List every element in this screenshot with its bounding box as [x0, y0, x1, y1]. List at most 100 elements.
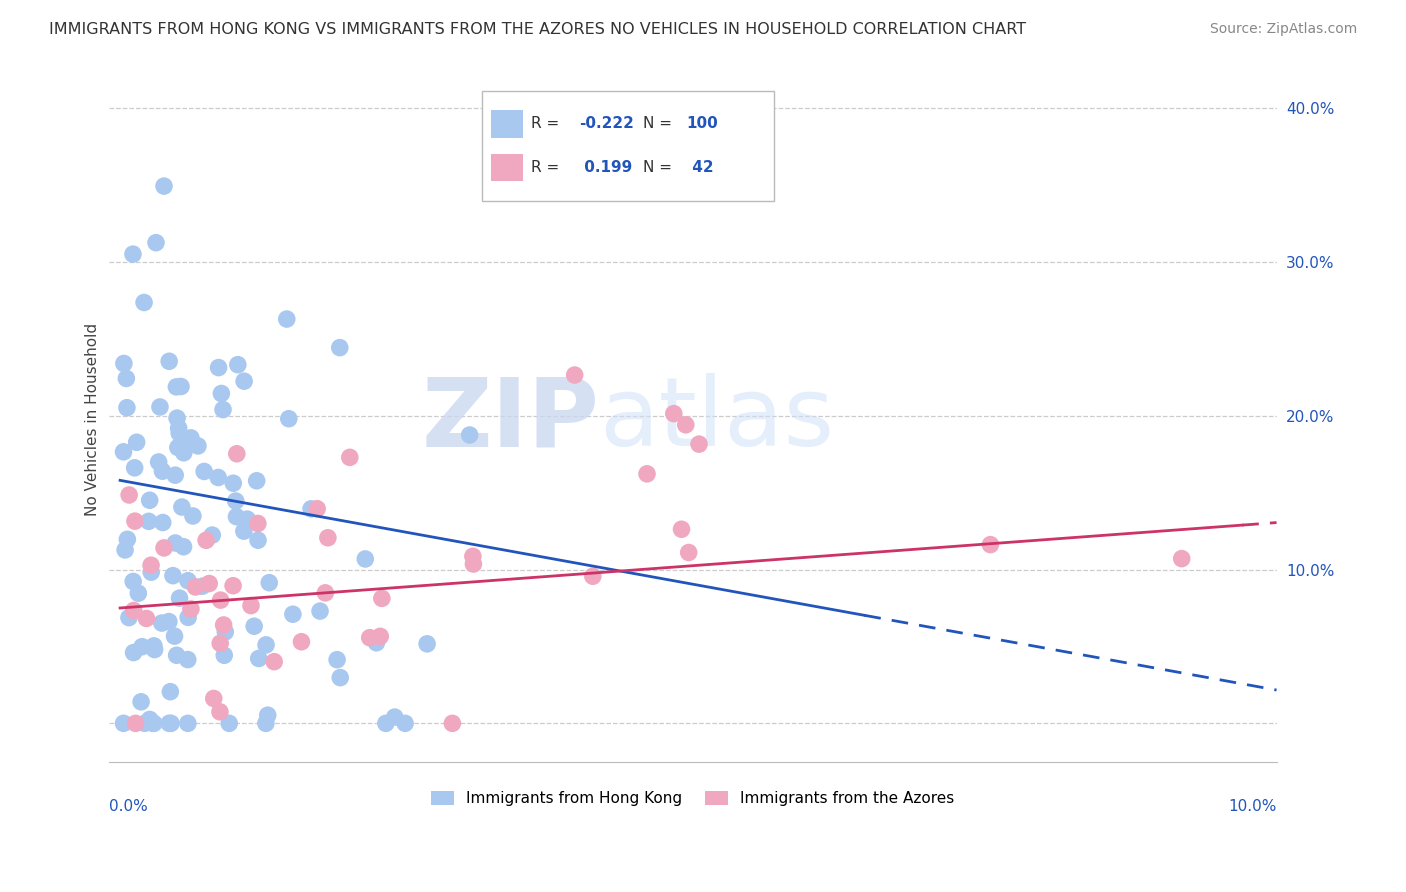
Point: [139, 558, 162, 573]
Point: [222, 579, 245, 593]
Point: [149, 400, 172, 414]
Point: [122, 603, 145, 617]
Point: [441, 716, 464, 731]
Point: [326, 653, 349, 667]
Point: [180, 602, 202, 616]
Point: [180, 431, 202, 445]
Point: [177, 610, 200, 624]
Point: [354, 552, 377, 566]
Point: [184, 580, 207, 594]
Point: [112, 356, 135, 370]
Point: [118, 488, 141, 502]
Point: [366, 636, 388, 650]
Point: [125, 435, 148, 450]
Y-axis label: No Vehicles in Household: No Vehicles in Household: [86, 323, 100, 516]
Point: [254, 716, 277, 731]
Point: [142, 639, 165, 653]
Point: [281, 607, 304, 622]
Point: [256, 708, 278, 723]
Point: [177, 574, 200, 588]
Point: [138, 713, 160, 727]
Point: [177, 716, 200, 731]
Point: [138, 493, 160, 508]
Point: [165, 536, 187, 550]
Point: [290, 634, 312, 648]
Point: [232, 524, 254, 538]
Point: [198, 576, 221, 591]
Point: [157, 354, 180, 368]
Point: [124, 460, 146, 475]
Point: [135, 611, 157, 625]
Point: [163, 629, 186, 643]
Point: [209, 386, 232, 401]
Point: [159, 684, 181, 698]
Point: [201, 528, 224, 542]
Point: [131, 640, 153, 654]
Point: [247, 533, 270, 548]
Point: [166, 648, 188, 663]
Point: [233, 374, 256, 388]
Point: [166, 441, 188, 455]
Point: [167, 426, 190, 441]
Point: [177, 652, 200, 666]
Text: 0.0%: 0.0%: [108, 799, 148, 814]
Point: [166, 411, 188, 425]
Point: [416, 637, 439, 651]
Point: [170, 500, 193, 514]
Point: [117, 533, 139, 547]
Point: [195, 533, 218, 548]
Text: atlas: atlas: [599, 373, 834, 467]
Point: [212, 618, 235, 632]
Point: [202, 691, 225, 706]
Point: [115, 371, 138, 385]
Point: [307, 501, 329, 516]
Point: [134, 716, 156, 731]
Point: [371, 591, 394, 606]
Point: [141, 565, 163, 579]
Point: [142, 716, 165, 731]
Point: [225, 509, 247, 524]
Point: [240, 599, 263, 613]
Point: [368, 629, 391, 643]
Point: [688, 437, 710, 451]
Point: [162, 568, 184, 582]
Point: [127, 586, 149, 600]
Point: [169, 591, 191, 606]
Point: [173, 540, 195, 554]
Legend: Immigrants from Hong Kong, Immigrants from the Azores: Immigrants from Hong Kong, Immigrants fr…: [425, 785, 960, 813]
Point: [132, 295, 155, 310]
Point: [207, 470, 229, 484]
Point: [226, 358, 249, 372]
Point: [458, 428, 481, 442]
Point: [118, 610, 141, 624]
Point: [153, 541, 176, 555]
Point: [394, 716, 416, 731]
Point: [246, 474, 269, 488]
Point: [187, 439, 209, 453]
Point: [243, 619, 266, 633]
Point: [222, 476, 245, 491]
Point: [170, 379, 193, 393]
Point: [157, 615, 180, 629]
Point: [299, 501, 322, 516]
Point: [316, 531, 339, 545]
Point: [165, 380, 187, 394]
Point: [636, 467, 658, 481]
Point: [212, 402, 235, 417]
Point: [112, 716, 135, 731]
Point: [1170, 551, 1192, 566]
Point: [214, 624, 236, 639]
Point: [463, 557, 485, 571]
Point: [247, 651, 270, 665]
Text: IMMIGRANTS FROM HONG KONG VS IMMIGRANTS FROM THE AZORES NO VEHICLES IN HOUSEHOLD: IMMIGRANTS FROM HONG KONG VS IMMIGRANTS …: [49, 22, 1026, 37]
Point: [167, 421, 190, 435]
Point: [671, 522, 693, 536]
Point: [309, 604, 332, 618]
Point: [257, 575, 280, 590]
Point: [662, 407, 685, 421]
Point: [181, 508, 204, 523]
Point: [129, 695, 152, 709]
Point: [153, 179, 176, 194]
Point: [384, 710, 406, 724]
Point: [142, 716, 165, 731]
